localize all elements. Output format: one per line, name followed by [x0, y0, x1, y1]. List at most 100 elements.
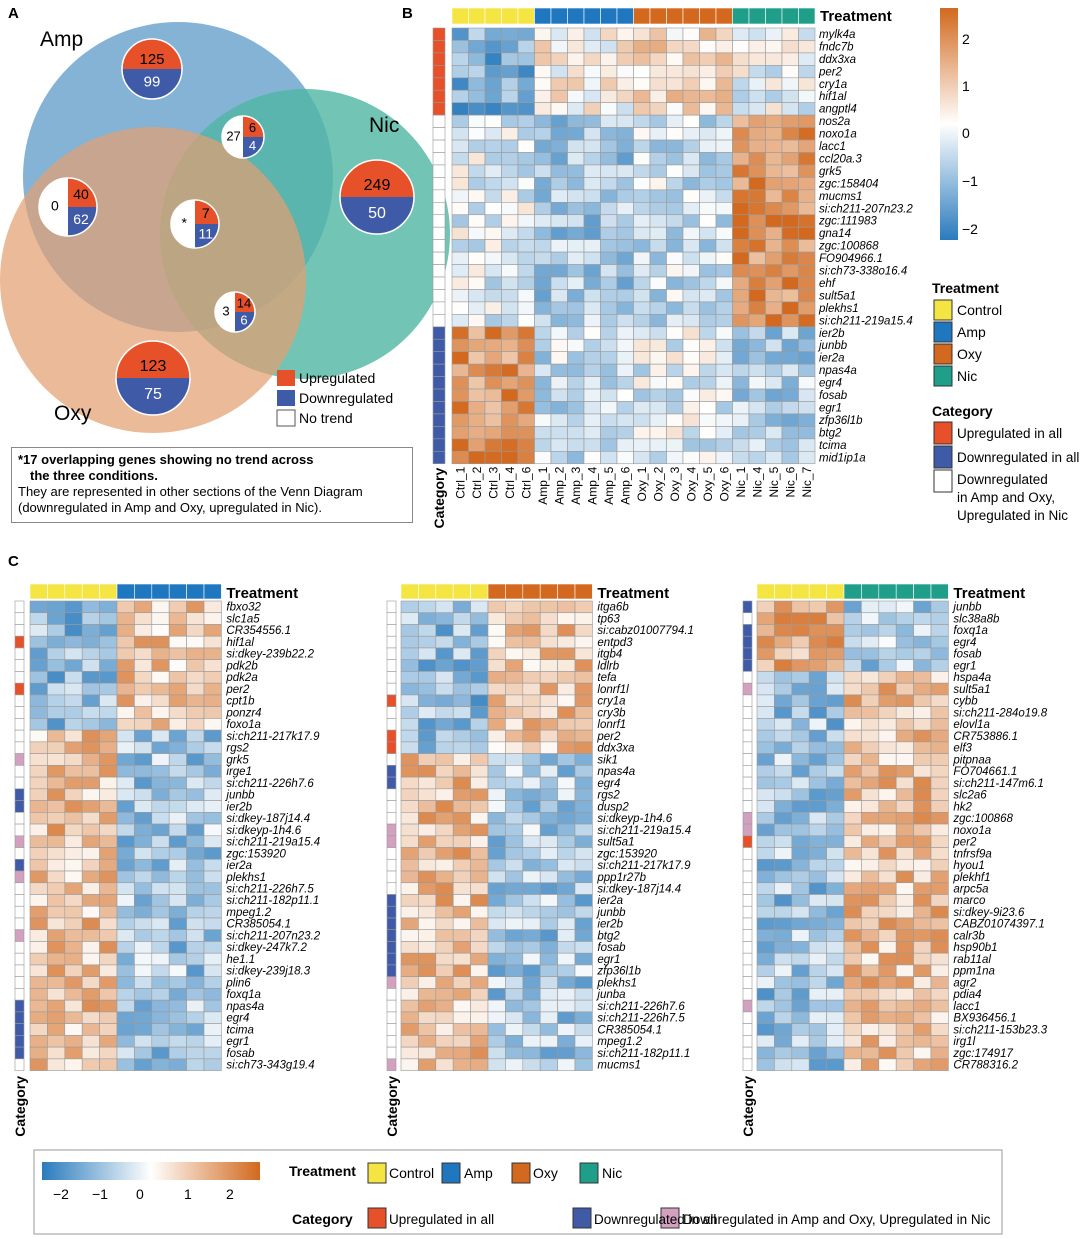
heatmap-cell: [418, 894, 437, 907]
heatmap-cell: [798, 102, 816, 116]
category-bar-cell: [386, 776, 397, 790]
heatmap-cell: [81, 1023, 100, 1036]
heatmap-cell: [781, 276, 799, 290]
heatmap-cell: [81, 1035, 100, 1048]
heatmap-cell: [808, 635, 827, 649]
heatmap-cell: [470, 870, 489, 884]
gene-label: BX936456.1: [953, 1013, 1016, 1025]
heatmap-cell: [715, 276, 733, 290]
heatmap-cell: [682, 27, 700, 41]
heatmap-cell: [748, 301, 766, 315]
heatmap-cell: [501, 326, 519, 340]
heatmap-cell: [583, 401, 601, 415]
heatmap-cell: [557, 600, 576, 614]
heatmap-cell: [798, 127, 816, 141]
heatmap-cell: [895, 753, 914, 766]
heatmap-cell: [732, 40, 750, 54]
category-bar-cell: [386, 694, 397, 707]
heatmap-cell: [134, 894, 153, 907]
footnote-line-1: *17 overlapping genes showing no trend a…: [18, 452, 314, 467]
heatmap-cell: [895, 600, 914, 614]
heatmap-cell: [895, 999, 914, 1013]
heatmap-cell: [505, 659, 524, 672]
category-bar-cell: [14, 753, 25, 766]
heatmap-cell: [435, 1011, 454, 1024]
treatment-bar-cell: [843, 583, 862, 600]
heatmap-cell: [435, 1046, 454, 1060]
gene-label: sult5a1: [819, 290, 856, 302]
heatmap-cell: [116, 988, 135, 1001]
heatmap-cell: [517, 89, 535, 103]
heatmap-cell: [451, 27, 469, 41]
heatmap-cell: [501, 40, 519, 54]
heatmap-cell: [484, 338, 502, 352]
heatmap-cell: [649, 40, 667, 54]
heatmap-cell: [666, 89, 684, 103]
heatmap-cell: [418, 765, 437, 778]
heatmap-cell: [505, 812, 524, 825]
heatmap-cell: [682, 40, 700, 54]
heatmap-cell: [435, 835, 454, 848]
category-bar-cell: [432, 177, 446, 191]
heatmap-cell: [715, 426, 733, 440]
heatmap-cell: [826, 812, 845, 825]
heatmap-cell: [895, 1023, 914, 1036]
heatmap-cell: [451, 413, 469, 427]
heatmap-cell: [765, 338, 783, 352]
heatmap-cell: [99, 600, 118, 614]
heatmap-cell: [930, 800, 949, 813]
heatmap-cell: [484, 426, 502, 440]
treatment-bar-cell: [913, 583, 932, 600]
category-bar-cell: [386, 976, 397, 989]
heatmap-cell: [774, 905, 793, 919]
heatmap-cell: [451, 164, 469, 178]
heatmap-cell: [134, 941, 153, 954]
heatmap-cell: [186, 718, 205, 731]
heatmap-cell: [487, 929, 506, 942]
heatmap-cell: [774, 624, 793, 637]
sample-label: Ctrl_1: [453, 466, 467, 498]
heatmap-cell: [151, 765, 170, 778]
heatmap-cell: [715, 401, 733, 415]
heatmap-cell: [186, 659, 205, 672]
heatmap-cell: [168, 612, 187, 625]
heatmap-cell: [468, 450, 486, 465]
heatmap-cell: [517, 251, 535, 265]
heatmap-cell: [418, 823, 437, 837]
heatmap-cell: [470, 776, 489, 790]
heatmap-cell: [861, 812, 880, 825]
heatmap-cell: [791, 1011, 810, 1024]
heatmap-cell: [666, 401, 684, 415]
heatmap-cell: [583, 314, 601, 328]
heatmap-cell: [151, 988, 170, 1001]
heatmap-cell: [616, 27, 634, 41]
heatmap-cell: [808, 1035, 827, 1048]
heatmap-cell: [861, 882, 880, 895]
heatmap-cell: [468, 77, 486, 91]
heatmap-cell: [418, 929, 437, 942]
heatmap-cell: [666, 40, 684, 54]
heatmap-cell: [451, 65, 469, 79]
heatmap-cell: [732, 226, 750, 240]
heatmap-cell: [470, 800, 489, 813]
heatmap-cell: [99, 858, 118, 872]
category-bar-cell: [14, 894, 25, 907]
gene-label: ponzr4: [225, 707, 261, 719]
heatmap-cell: [878, 964, 897, 977]
treatment-bar-cell: [29, 583, 48, 600]
heatmap-cell: [470, 624, 489, 637]
heatmap-cell: [203, 952, 222, 966]
heatmap-cell: [29, 812, 48, 825]
gene-label: junbb: [951, 602, 982, 614]
heatmap-cell: [534, 251, 552, 265]
heatmap-cell: [781, 239, 799, 253]
heatmap-cell: [99, 682, 118, 696]
category-bar-cell: [432, 251, 446, 265]
heatmap-cell: [468, 226, 486, 240]
heatmap-cell: [781, 52, 799, 66]
heatmap-cell: [583, 164, 601, 178]
heatmap-cell: [682, 189, 700, 203]
heatmap-cell: [168, 812, 187, 825]
heatmap-cell: [435, 870, 454, 884]
heatmap-cell: [843, 941, 862, 954]
